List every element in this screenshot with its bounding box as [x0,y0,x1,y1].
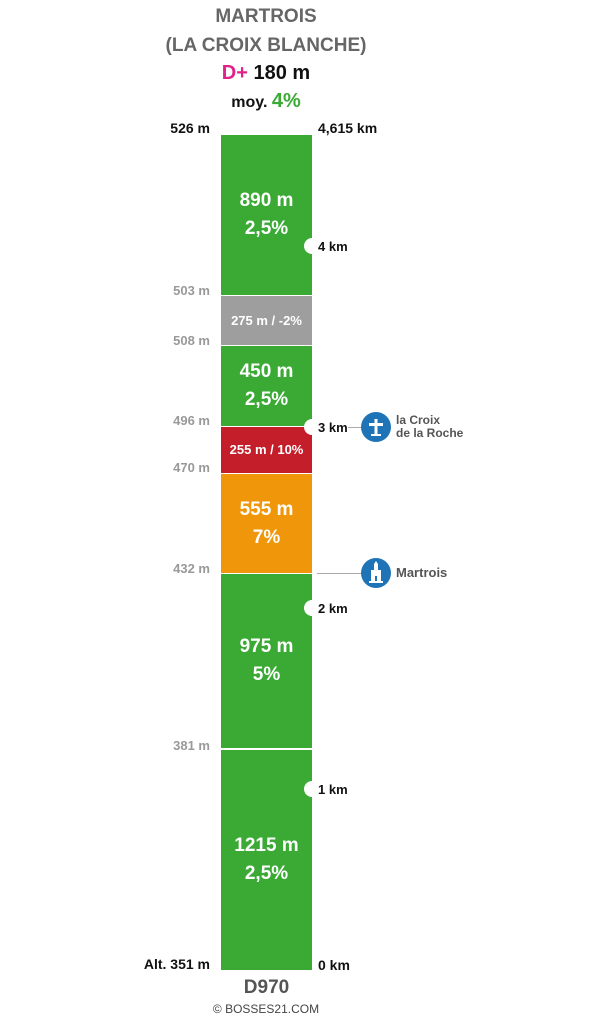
cross-icon [361,412,391,442]
poi-connector [348,427,362,428]
segment-6: 975 m 5% [221,574,312,748]
altitude-label: 432 m [173,561,210,576]
dplus-label: D+ [221,62,248,84]
segment-gradient: 7% [252,526,281,548]
km-marker: 0 km [318,957,350,973]
credit: © BOSSES21.COM [212,1002,320,1016]
segment-7: 1215 m 2,5% [221,750,312,970]
poi-connector [317,573,362,574]
segment-5: 555 m 7% [221,474,312,573]
segment-length: 555 m [239,498,294,520]
segment-length: 255 m / 10% [229,442,304,457]
altitude-label: 503 m [173,283,210,298]
avg-label: moy. [231,94,268,111]
start-altitude: Alt. 351 m [143,956,210,972]
segment-1: 890 m 2,5% [221,135,312,295]
dplus-value: 180 m [253,62,311,84]
km-notch [304,600,320,616]
altitude-label: 470 m [173,460,210,475]
segment-length: 1215 m [234,835,299,856]
total-distance: 4,615 km [318,120,378,136]
climb-title: MARTROIS [215,6,317,27]
segment-length: 975 m [239,636,294,657]
road-label: D970 [243,977,290,998]
segment-length: 890 m [239,190,294,211]
altitude-label: 381 m [173,738,210,753]
segment-length: 275 m / -2% [231,312,302,328]
km-notch [304,238,320,254]
poi-label-croix: la Croix de la Roche [396,413,464,440]
segment-3: 450 m 2,5% [221,346,312,426]
km-notch [304,419,320,435]
km-marker: 3 km [318,420,348,435]
segment-4: 255 m / 10% [221,427,312,473]
average-gradient: moy. 4% [0,90,532,113]
km-marker: 1 km [318,782,348,797]
poi-label-martrois: Martrois [396,565,448,580]
elevation-gain: D+ 180 m [0,62,532,85]
segment-gradient: 2,5% [244,218,289,239]
km-marker: 4 km [318,239,348,254]
km-marker: 2 km [318,601,348,616]
segment-gradient: 5% [252,664,281,685]
church-icon [361,558,391,588]
climb-subtitle: (LA CROIX BLANCHE) [165,35,367,56]
altitude-label: 496 m [173,413,210,428]
top-altitude: 526 m [170,120,210,136]
km-notch [304,781,320,797]
avg-value: 4% [271,90,301,112]
altitude-label: 508 m [173,333,210,348]
segment-length: 450 m [239,361,294,382]
segment-gradient: 2,5% [244,863,289,884]
segment-gradient: 2,5% [244,389,289,410]
segment-2: 275 m / -2% [221,296,312,345]
